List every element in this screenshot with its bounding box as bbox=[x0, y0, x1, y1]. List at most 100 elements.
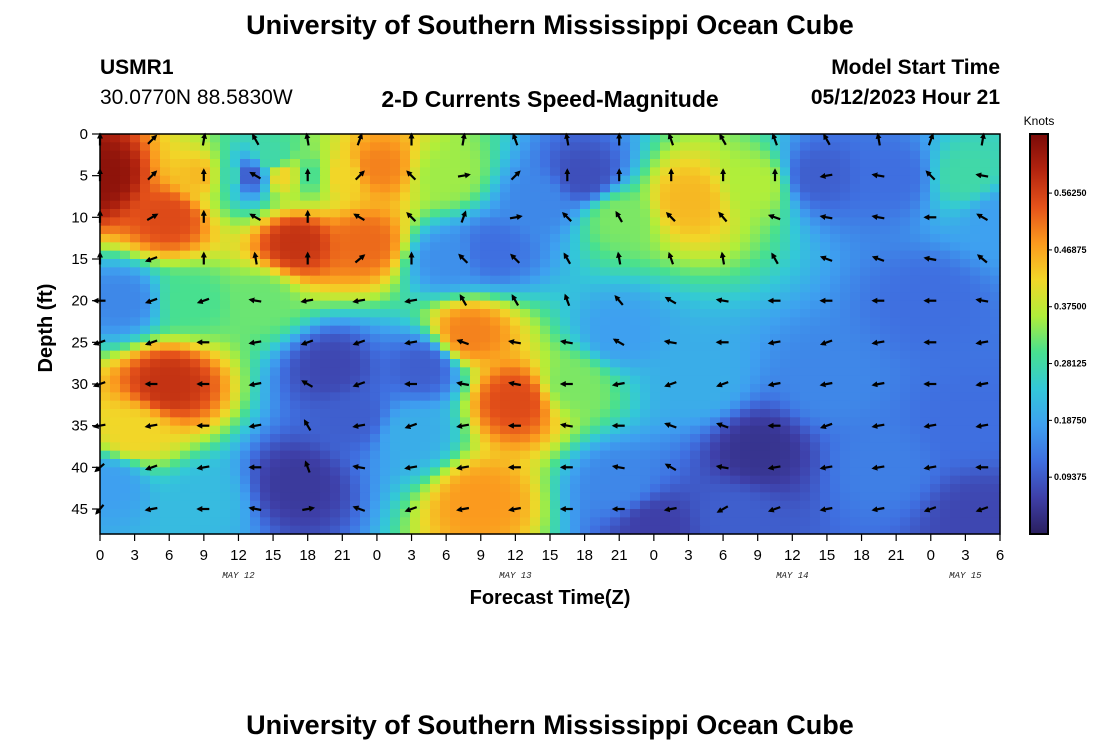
heatmap-cell bbox=[390, 425, 401, 435]
heatmap-cell bbox=[920, 292, 931, 302]
heatmap-cell bbox=[630, 500, 641, 510]
current-direction-arrow bbox=[871, 339, 885, 346]
heatmap-cell bbox=[790, 225, 801, 235]
heatmap-cell bbox=[170, 284, 181, 293]
heatmap-cell bbox=[490, 442, 501, 452]
heatmap-cell bbox=[900, 184, 911, 193]
heatmap-cell bbox=[560, 417, 571, 427]
heatmap-cell bbox=[920, 159, 931, 168]
heatmap-cell bbox=[690, 434, 701, 443]
heatmap-cell bbox=[660, 375, 671, 385]
heatmap-cell bbox=[450, 484, 461, 493]
heatmap-cell bbox=[110, 259, 121, 268]
heatmap-cell bbox=[240, 425, 251, 435]
heatmap-cell bbox=[480, 484, 491, 493]
heatmap-cell bbox=[950, 225, 961, 235]
heatmap-cell bbox=[110, 367, 121, 377]
x-tick-label: 6 bbox=[719, 547, 727, 564]
heatmap-cell bbox=[710, 434, 721, 443]
heatmap-cell bbox=[240, 484, 251, 493]
heatmap-cell bbox=[210, 517, 221, 527]
heatmap-cell bbox=[990, 392, 1001, 402]
heatmap-cell bbox=[890, 275, 901, 285]
heatmap-cell bbox=[970, 442, 981, 452]
heatmap-cell bbox=[180, 184, 191, 193]
heatmap-cell bbox=[490, 450, 501, 460]
heatmap-cell bbox=[530, 150, 541, 160]
heatmap-cell bbox=[230, 375, 241, 385]
heatmap-cell bbox=[980, 492, 991, 502]
heatmap-cell bbox=[960, 317, 971, 327]
heatmap-cell bbox=[240, 525, 251, 535]
heatmap-cell bbox=[160, 167, 171, 177]
heatmap-cell bbox=[430, 342, 441, 352]
heatmap-cell bbox=[720, 209, 731, 218]
heatmap-cell bbox=[500, 359, 511, 368]
heatmap-cell bbox=[530, 492, 541, 502]
heatmap-cell bbox=[880, 200, 891, 210]
heatmap-cell bbox=[880, 317, 891, 327]
heatmap-cell bbox=[490, 509, 501, 518]
heatmap-cell bbox=[710, 442, 721, 452]
heatmap-cell bbox=[770, 325, 781, 335]
heatmap-cell bbox=[730, 342, 741, 352]
heatmap-cell bbox=[330, 217, 341, 227]
heatmap-cell bbox=[640, 350, 651, 360]
heatmap-cell bbox=[210, 192, 221, 202]
heatmap-cell bbox=[950, 517, 961, 527]
heatmap-cell bbox=[240, 267, 251, 277]
heatmap-cell bbox=[800, 400, 811, 410]
heatmap-cell bbox=[460, 325, 471, 335]
heatmap-cell bbox=[800, 492, 811, 502]
heatmap-cell bbox=[430, 259, 441, 268]
heatmap-cell bbox=[260, 367, 271, 377]
heatmap-cell bbox=[160, 459, 171, 468]
heatmap-cell bbox=[430, 359, 441, 368]
heatmap-cell bbox=[570, 209, 581, 218]
heatmap-cell bbox=[540, 242, 551, 252]
heatmap-cell bbox=[810, 392, 821, 402]
heatmap-cell bbox=[890, 434, 901, 443]
heatmap-cell bbox=[930, 459, 941, 468]
heatmap-cell bbox=[350, 467, 361, 477]
heatmap-cell bbox=[730, 350, 741, 360]
heatmap-cell bbox=[980, 400, 991, 410]
heatmap-cell bbox=[310, 259, 321, 268]
heatmap-cell bbox=[490, 492, 501, 502]
heatmap-cell bbox=[120, 225, 131, 235]
heatmap-cell bbox=[180, 142, 191, 152]
heatmap-cell bbox=[360, 217, 371, 227]
heatmap-cell bbox=[830, 400, 841, 410]
heatmap-cell bbox=[650, 425, 661, 435]
heatmap-cell bbox=[370, 234, 381, 243]
heatmap-cell bbox=[120, 275, 131, 285]
heatmap-cell bbox=[320, 375, 331, 385]
heatmap-cell bbox=[790, 375, 801, 385]
heatmap-cell bbox=[710, 342, 721, 352]
heatmap-cell bbox=[600, 309, 611, 318]
heatmap-cell bbox=[100, 500, 111, 510]
heatmap-cell bbox=[170, 275, 181, 285]
heatmap-cell bbox=[350, 517, 361, 527]
heatmap-cell bbox=[220, 284, 231, 293]
heatmap-cell bbox=[500, 500, 511, 510]
heatmap-cell bbox=[520, 150, 531, 160]
heatmap-cell bbox=[390, 184, 401, 193]
heatmap-cell bbox=[180, 250, 191, 260]
heatmap-cell bbox=[530, 425, 541, 435]
heatmap-cell bbox=[730, 275, 741, 285]
heatmap-cell bbox=[250, 325, 261, 335]
heatmap-cell bbox=[770, 300, 781, 310]
heatmap-cell bbox=[950, 442, 961, 452]
heatmap-cell bbox=[200, 225, 211, 235]
heatmap-cell bbox=[780, 184, 791, 193]
heatmap-cell bbox=[870, 450, 881, 460]
heatmap-cell bbox=[990, 367, 1001, 377]
heatmap-cell bbox=[680, 159, 691, 168]
heatmap-cell bbox=[350, 309, 361, 318]
heatmap-cell bbox=[200, 359, 211, 368]
heatmap-cell bbox=[980, 159, 991, 168]
current-direction-arrow bbox=[819, 464, 833, 471]
heatmap-cell bbox=[600, 342, 611, 352]
heatmap-cell bbox=[800, 425, 811, 435]
